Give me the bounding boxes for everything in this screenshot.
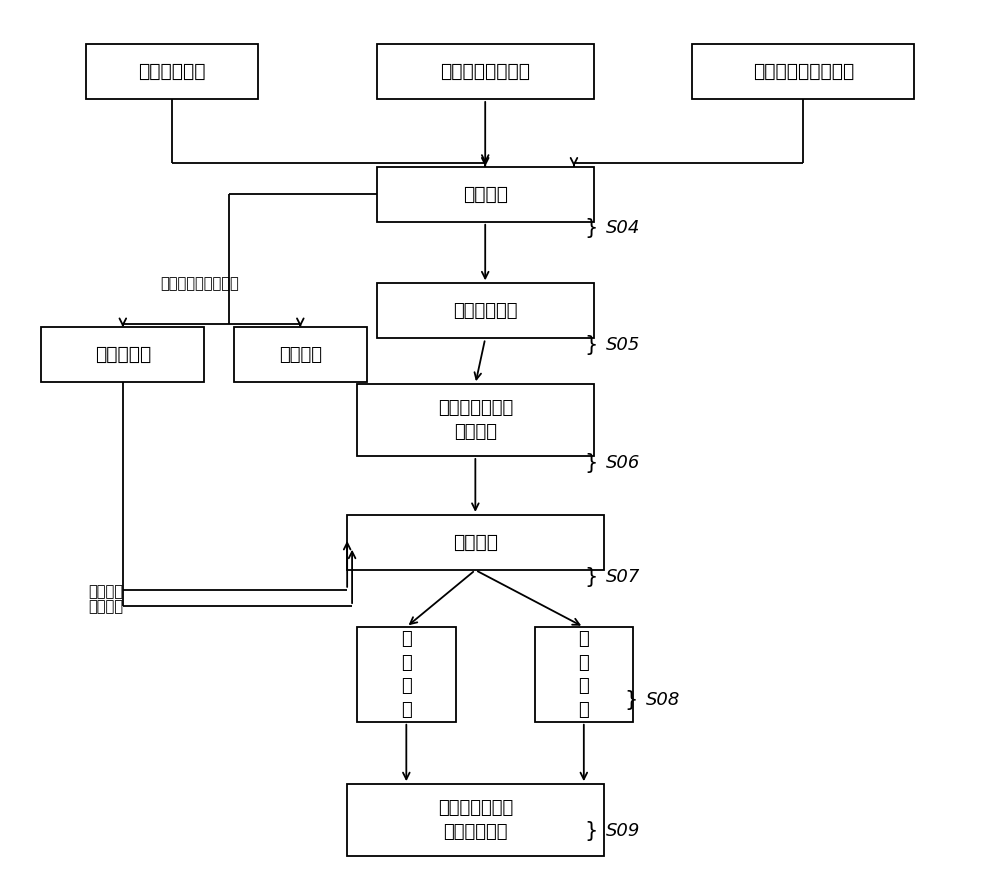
Text: 余数计算: 余数计算 [453,533,498,552]
Text: 雷达发射机触发脉冲: 雷达发射机触发脉冲 [753,61,854,81]
Text: }: } [584,453,597,473]
FancyBboxPatch shape [357,627,456,722]
Text: S08: S08 [646,691,680,709]
Text: 模拟目标速度信号: 模拟目标速度信号 [440,61,530,81]
FancyBboxPatch shape [692,44,914,99]
FancyBboxPatch shape [86,44,258,99]
Text: }: } [625,690,638,710]
FancyBboxPatch shape [347,515,604,570]
FancyBboxPatch shape [347,784,604,856]
Text: 形成前后沿: 形成前后沿 [95,345,151,364]
Text: 后沿信号: 后沿信号 [88,584,123,600]
Text: }: } [584,567,597,587]
Text: S06: S06 [606,454,640,472]
FancyBboxPatch shape [535,627,633,722]
Text: S05: S05 [606,336,640,354]
Text: 前
沿
延
迟: 前 沿 延 迟 [401,630,412,719]
Text: S04: S04 [606,219,640,237]
Text: 雷达发射机触发
脉冲延迟输出: 雷达发射机触发 脉冲延迟输出 [438,799,513,841]
FancyBboxPatch shape [377,44,594,99]
Text: 前沿信号: 前沿信号 [88,600,123,615]
FancyBboxPatch shape [357,384,594,456]
Text: 形成延迟间隔、
停止脉冲: 形成延迟间隔、 停止脉冲 [438,399,513,441]
FancyBboxPatch shape [377,167,594,222]
Text: S07: S07 [606,568,640,586]
Text: }: } [584,822,597,841]
Text: 形成起始脉冲: 形成起始脉冲 [453,302,517,320]
Text: }: } [584,218,597,238]
FancyBboxPatch shape [377,283,594,339]
Text: 清零脉冲: 清零脉冲 [279,346,322,364]
FancyBboxPatch shape [41,327,204,382]
FancyBboxPatch shape [234,327,367,382]
Text: S09: S09 [606,822,640,840]
Text: }: } [584,335,597,355]
Text: 状态转换: 状态转换 [463,184,508,204]
Text: 雷达发射机触发脉冲: 雷达发射机触发脉冲 [160,276,239,291]
Text: 后
沿
延
迟: 后 沿 延 迟 [578,630,589,719]
Text: 雷达节拍脉冲: 雷达节拍脉冲 [138,61,206,81]
